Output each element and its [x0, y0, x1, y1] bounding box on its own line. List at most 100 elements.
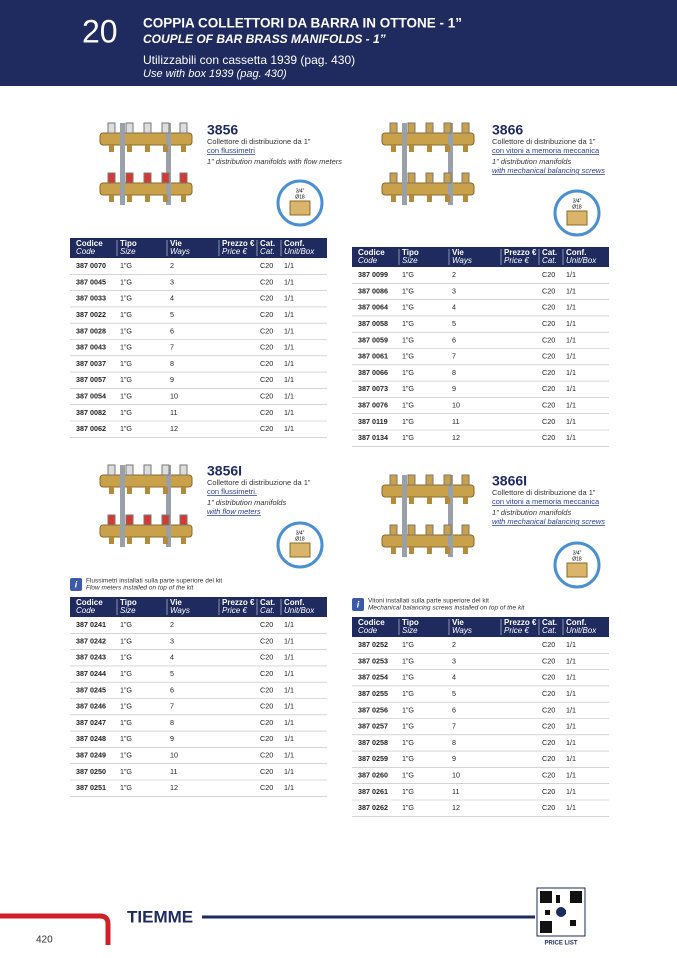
header-it: Prezzo € [504, 618, 537, 627]
cell: 5 [452, 689, 456, 698]
valve [107, 172, 116, 184]
valve [443, 122, 452, 134]
cell: 9 [452, 384, 456, 393]
desc-it: Collettore di distribuzione da 1” [492, 137, 596, 146]
valve [107, 514, 116, 526]
outlet [181, 537, 186, 544]
outlet [109, 145, 114, 152]
item-code: 387 0062 [76, 424, 106, 433]
cell: 1”G [120, 636, 132, 645]
manifold-bar [99, 132, 193, 146]
cell: 1”G [120, 375, 132, 384]
desc-en: 1” distribution manifolds [492, 508, 571, 517]
cell: 4 [452, 303, 456, 312]
cell: 1/1 [566, 722, 576, 731]
item-code: 387 0259 [358, 754, 388, 763]
cell: C20 [542, 400, 555, 409]
header-en: Code [358, 256, 378, 265]
cell: 11 [170, 767, 177, 776]
cell: C20 [542, 673, 555, 682]
item-code: 387 0256 [358, 705, 388, 714]
cell: 1/1 [284, 343, 294, 352]
desc-it-link: con flussimetri [207, 146, 255, 155]
item-code: 387 0043 [76, 343, 106, 352]
valve [461, 474, 470, 486]
outlet [163, 145, 168, 152]
cell: 1”G [402, 787, 414, 796]
cell: 1”G [402, 368, 414, 377]
outlet [109, 195, 114, 202]
cell: 1/1 [566, 368, 576, 377]
cell: 1”G [120, 783, 132, 792]
cell: 6 [452, 705, 456, 714]
header-it: Prezzo € [222, 598, 255, 607]
cell: 1/1 [284, 310, 294, 319]
manifold-bar [381, 132, 475, 146]
item-code: 387 0061 [358, 352, 388, 361]
valve [443, 172, 452, 184]
valve [143, 172, 152, 184]
valve [425, 122, 434, 134]
header-it: Conf. [566, 248, 586, 257]
valve [407, 524, 416, 536]
valve [389, 122, 398, 134]
item-code: 387 0241 [76, 620, 106, 629]
cell: 1/1 [284, 620, 294, 629]
cell: C20 [542, 722, 555, 731]
fitting [566, 562, 588, 578]
cell: 1/1 [566, 754, 576, 763]
outlet [445, 195, 450, 202]
item-code: 387 0037 [76, 359, 106, 368]
table-header [70, 597, 327, 617]
desc-en-link: with flow meters [207, 507, 261, 516]
cell: C20 [260, 261, 273, 270]
header-en: Unit/Box [284, 606, 315, 615]
fitting-diameter: Ø18 [572, 556, 582, 562]
cell: C20 [542, 689, 555, 698]
bracket [448, 123, 453, 205]
cell: C20 [542, 705, 555, 714]
outlet [109, 487, 114, 494]
bracket [120, 465, 125, 547]
item-code: 387 0073 [358, 384, 388, 393]
cell: 1/1 [284, 653, 294, 662]
header-it: Tipo [402, 618, 419, 627]
cell: 1”G [120, 391, 132, 400]
cell: C20 [260, 653, 273, 662]
cell: 1”G [402, 352, 414, 361]
note-it: Vitoni installati sulla parte superiore … [368, 598, 489, 605]
item-code: 387 0254 [358, 673, 388, 682]
cell: 1/1 [566, 705, 576, 714]
cell: 1/1 [566, 433, 576, 442]
item-code: 387 0066 [358, 368, 388, 377]
fitting-size: 3/4” [573, 550, 582, 556]
item-code: 387 0033 [76, 294, 106, 303]
cell: C20 [260, 783, 273, 792]
fitting [566, 210, 588, 226]
cell: C20 [542, 803, 555, 812]
cell: 3 [452, 286, 456, 295]
manifold-bar [381, 534, 475, 548]
desc-en: 1” distribution manifolds [207, 498, 286, 507]
cell: 1/1 [284, 767, 294, 776]
subtitle-en: Use with box 1939 (pag. 430) [143, 68, 287, 80]
cell: C20 [542, 433, 555, 442]
bracket [166, 123, 171, 205]
note-en: Flow meters installed on top of the kit [86, 585, 194, 592]
item-code: 387 0086 [358, 286, 388, 295]
cell: 12 [452, 803, 460, 812]
cell: C20 [260, 424, 273, 433]
cell: 1”G [120, 669, 132, 678]
item-code: 387 0082 [76, 408, 106, 417]
cell: 4 [170, 294, 174, 303]
cell: 1”G [402, 270, 414, 279]
item-code: 387 0257 [358, 722, 388, 731]
cell: 12 [170, 424, 178, 433]
title-en: COUPLE OF BAR BRASS MANIFOLDS - 1” [143, 32, 386, 46]
cell: C20 [542, 640, 555, 649]
cell: 1”G [120, 359, 132, 368]
cell: 1/1 [566, 787, 576, 796]
cell: 1/1 [566, 803, 576, 812]
cell: 1/1 [566, 400, 576, 409]
cell: 9 [452, 754, 456, 763]
